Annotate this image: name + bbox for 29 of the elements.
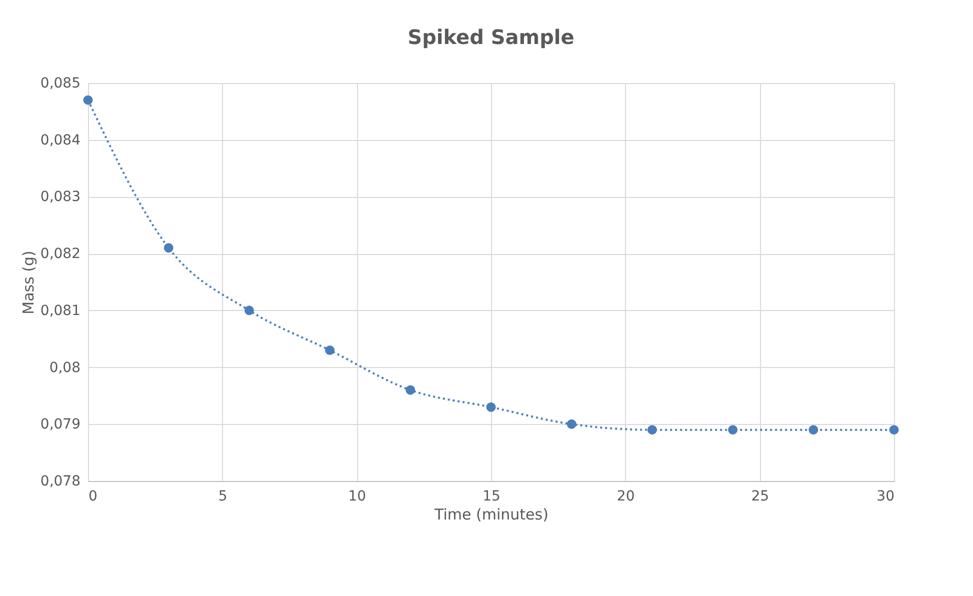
point xyxy=(406,385,416,395)
y-tick-label: 0,084 xyxy=(40,132,81,148)
y-tick-label: 0,083 xyxy=(40,189,80,206)
point xyxy=(647,425,657,435)
point xyxy=(325,345,335,355)
x-tick-label: 10 xyxy=(348,488,366,504)
x-tick-label: 15 xyxy=(482,488,500,504)
point xyxy=(244,306,254,316)
point xyxy=(728,425,738,435)
y-tick-label: 0,085 xyxy=(40,76,80,92)
point xyxy=(164,243,174,253)
x-tick-label: 20 xyxy=(616,488,635,504)
x-tick-label: 5 xyxy=(218,488,228,504)
y-axis-title: Mass (g) xyxy=(19,250,38,314)
point xyxy=(889,425,899,435)
chart-title: Spiked Sample xyxy=(408,25,574,49)
y-tick-label: 0,079 xyxy=(40,416,80,433)
x-tick-label: 25 xyxy=(751,488,770,504)
y-tick-label: 0,078 xyxy=(40,474,80,490)
point xyxy=(566,419,576,429)
point xyxy=(486,402,496,412)
y-tick-label: 0,082 xyxy=(40,246,80,262)
x-tick-label: 30 xyxy=(876,488,894,504)
x-axis-title: Time (minutes) xyxy=(434,506,548,524)
x-tick-label: 0 xyxy=(88,488,98,504)
y-tick-label: 0,081 xyxy=(40,302,80,319)
y-tick-label: 0,08 xyxy=(49,360,80,376)
point xyxy=(808,425,818,435)
point xyxy=(83,95,93,105)
